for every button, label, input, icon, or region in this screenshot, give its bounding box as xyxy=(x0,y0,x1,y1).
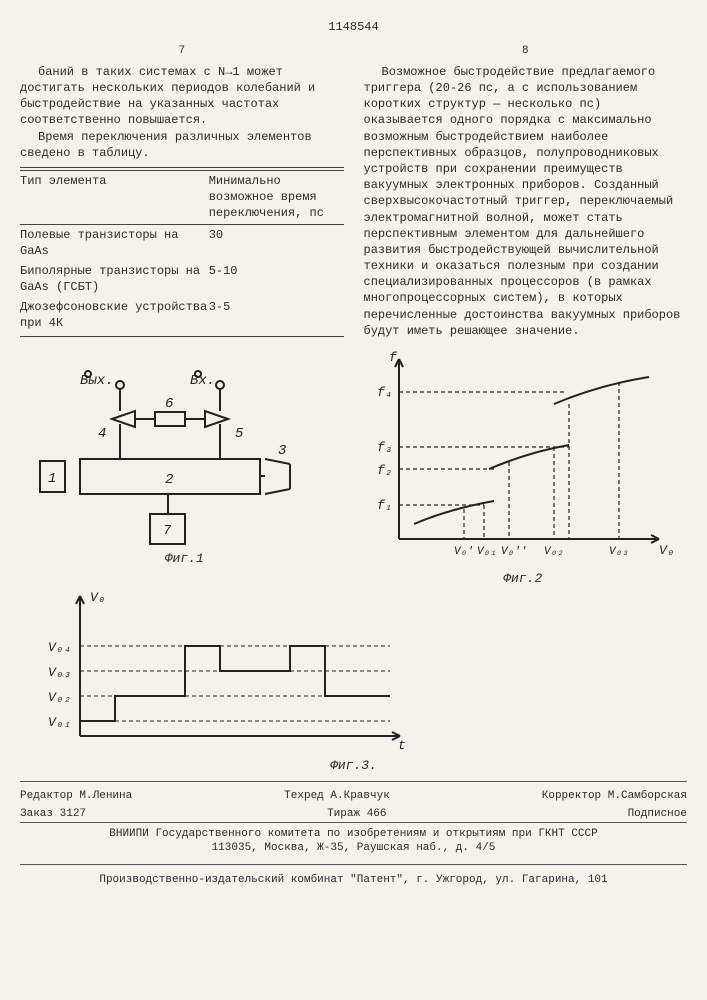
separator xyxy=(20,864,687,865)
page-num-right: 8 xyxy=(364,44,688,59)
svg-text:f: f xyxy=(389,350,398,365)
right-column: 8 Возможное быстродействие предлагаемого… xyxy=(364,44,688,339)
svg-text:3: 3 xyxy=(278,443,286,459)
svg-text:5: 5 xyxy=(235,426,244,442)
svg-text:V₀₄: V₀₄ xyxy=(48,640,71,655)
figure-1: 2 1 3 7 4 5 xyxy=(20,349,349,586)
credits-line: Редактор М.Ленина Техред А.Кравчук Корре… xyxy=(20,790,687,802)
svg-text:f₁: f₁ xyxy=(377,498,393,513)
svg-text:V₀₁: V₀₁ xyxy=(477,546,497,558)
svg-text:V₀₂: V₀₂ xyxy=(48,690,71,705)
table-cell: Полевые транзисторы на GaAs xyxy=(20,227,209,259)
svg-text:V₀₁: V₀₁ xyxy=(48,715,71,730)
svg-text:V₀'': V₀'' xyxy=(501,546,527,558)
page-num-left: 7 xyxy=(20,44,344,59)
svg-text:f₂: f₂ xyxy=(377,463,393,478)
separator xyxy=(20,781,687,782)
table-header-type: Тип элемента xyxy=(20,173,209,222)
svg-text:t: t xyxy=(398,738,406,753)
fig3-label: Фиг.3. xyxy=(20,758,687,773)
figure-2: f V₀ f₁ f₂ f₃ f₄ V₀' V₀₁ V₀'' V₀₂ V₀₃ xyxy=(359,349,688,586)
svg-text:f₄: f₄ xyxy=(377,385,393,400)
text-columns: 7 баний в таких системах с N→1 может дос… xyxy=(20,44,687,339)
figure-3: V₀ t V₀₁ V₀₂ V₀₃ V₀₄ Фиг.3. xyxy=(20,586,687,773)
svg-text:7: 7 xyxy=(163,523,172,539)
figures-top-row: 2 1 3 7 4 5 xyxy=(20,349,687,586)
svg-text:V₀: V₀ xyxy=(659,543,675,558)
table-cell: 5-10 xyxy=(209,263,344,295)
svg-text:V₀: V₀ xyxy=(90,590,106,605)
patent-number: 1148544 xyxy=(20,20,687,34)
left-para-1: баний в таких системах с N→1 может дости… xyxy=(20,64,344,129)
svg-text:V₀₃: V₀₃ xyxy=(609,546,629,558)
svg-text:f₃: f₃ xyxy=(377,440,393,455)
fig2-label: Фиг.2 xyxy=(359,571,688,586)
left-para-2: Время переключения различных элементов с… xyxy=(20,129,344,161)
svg-text:Вх.: Вх. xyxy=(190,373,215,389)
table-cell: 30 xyxy=(209,227,344,259)
order-line: Заказ 3127 Тираж 466 Подписное xyxy=(20,808,687,823)
svg-text:6: 6 xyxy=(165,396,173,412)
switching-time-table: Тип элемента Минимально возможное время … xyxy=(20,167,344,337)
table-cell: 3-5 xyxy=(209,299,344,331)
svg-text:V₀₂: V₀₂ xyxy=(544,546,564,558)
table-cell: Джозефсоновские устройства при 4К xyxy=(20,299,209,331)
svg-text:V₀₃: V₀₃ xyxy=(48,665,71,680)
svg-text:V₀': V₀' xyxy=(454,546,474,558)
table-header-time: Минимально возможное время переключения,… xyxy=(209,173,344,222)
footer-publisher: Производственно-издательский комбинат "П… xyxy=(20,873,687,887)
left-column: 7 баний в таких системах с N→1 может дос… xyxy=(20,44,344,339)
svg-text:1: 1 xyxy=(48,471,56,487)
table-cell: Биполярные транзисторы на GaAs (ГСБТ) xyxy=(20,263,209,295)
footer-org: ВНИИПИ Государственного комитета по изоб… xyxy=(20,827,687,856)
right-para-1: Возможное быстродействие предлагаемого т… xyxy=(364,64,688,339)
svg-text:4: 4 xyxy=(98,426,106,442)
svg-text:2: 2 xyxy=(165,472,173,488)
fig1-label: Фиг.1 xyxy=(20,551,349,566)
